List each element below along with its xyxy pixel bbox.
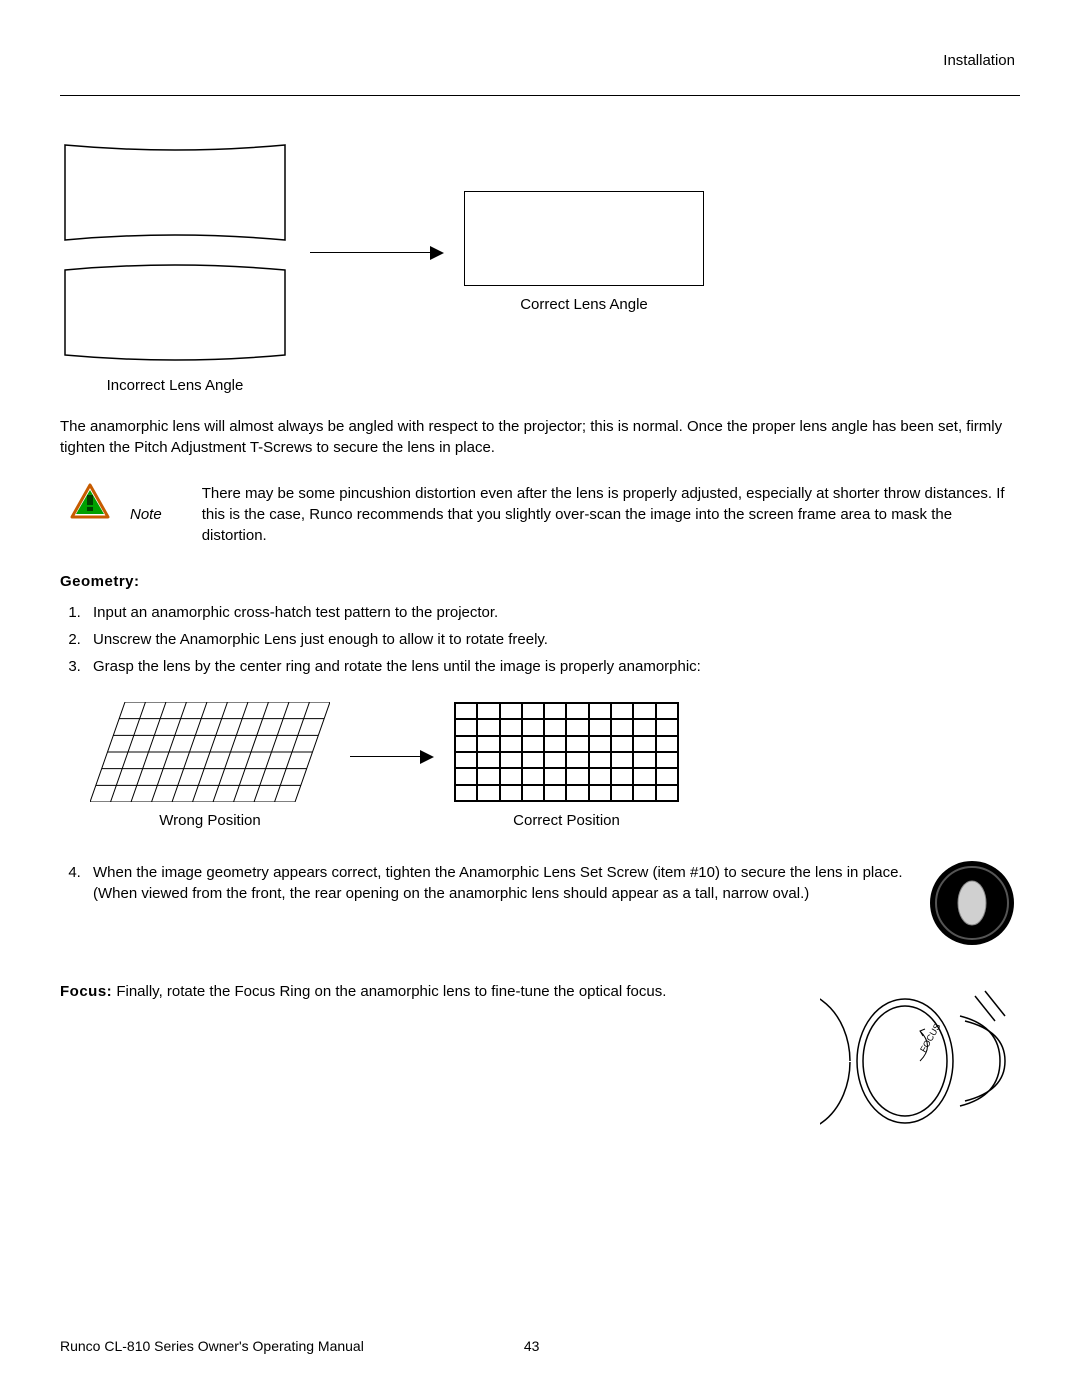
lens-angle-figure: Correct Lens Angle	[60, 140, 1020, 365]
correct-lens-column: Correct Lens Angle	[464, 191, 704, 315]
wrong-position-caption: Wrong Position	[159, 810, 260, 831]
focus-body: Finally, rotate the Focus Ring on the an…	[112, 983, 666, 1000]
note-label: Note	[130, 504, 162, 525]
correct-position-caption: Correct Position	[513, 810, 620, 831]
list-item: When the image geometry appears correct,…	[85, 862, 905, 904]
geometry-heading: Geometry:	[60, 571, 1020, 592]
focus-row: Focus: Finally, rotate the Focus Ring on…	[60, 981, 1020, 1141]
arrow-right-icon	[310, 246, 444, 260]
incorrect-lens-column	[60, 140, 290, 365]
lens-front-icon	[925, 856, 1020, 951]
header-divider	[60, 95, 1020, 96]
note-text: There may be some pincushion distortion …	[202, 483, 1020, 546]
wrong-position-column: Wrong Position	[90, 702, 330, 831]
correct-rect-icon	[464, 191, 704, 286]
step4-row: When the image geometry appears correct,…	[60, 856, 1020, 951]
pincushion-bottom-icon	[60, 260, 290, 365]
geometry-steps-list: Input an anamorphic cross-hatch test pat…	[85, 602, 1020, 677]
list-item: Unscrew the Anamorphic Lens just enough …	[85, 629, 1020, 650]
lens-angle-paragraph: The anamorphic lens will almost always b…	[60, 416, 1020, 458]
page-footer: Runco CL-810 Series Owner's Operating Ma…	[60, 1337, 1020, 1357]
header-section-label: Installation	[943, 50, 1015, 71]
skew-grid-icon	[90, 702, 330, 802]
focus-ring-icon: FOCUS	[820, 981, 1020, 1141]
page-content: Correct Lens Angle Incorrect Lens Angle …	[60, 140, 1020, 1141]
focus-text: Focus: Finally, rotate the Focus Ring on…	[60, 981, 795, 1002]
footer-manual-title: Runco CL-810 Series Owner's Operating Ma…	[60, 1337, 364, 1357]
correct-lens-caption: Correct Lens Angle	[464, 294, 704, 315]
correct-position-column: Correct Position	[454, 702, 679, 831]
rect-grid-icon	[454, 702, 679, 802]
footer-page-number: 43	[524, 1337, 540, 1357]
note-block: Note There may be some pincushion distor…	[70, 483, 1020, 546]
focus-ring-label: FOCUS	[918, 1022, 942, 1054]
incorrect-lens-caption: Incorrect Lens Angle	[60, 375, 290, 396]
arrow-right-icon	[350, 750, 434, 764]
list-item: Input an anamorphic cross-hatch test pat…	[85, 602, 1020, 623]
focus-label: Focus:	[60, 983, 112, 1000]
list-item: Grasp the lens by the center ring and ro…	[85, 656, 1020, 677]
step4-list: When the image geometry appears correct,…	[85, 856, 905, 910]
pincushion-top-icon	[60, 140, 290, 245]
warning-triangle-icon	[70, 483, 110, 519]
geometry-figure: Wrong Position Correct Position	[90, 702, 1020, 831]
